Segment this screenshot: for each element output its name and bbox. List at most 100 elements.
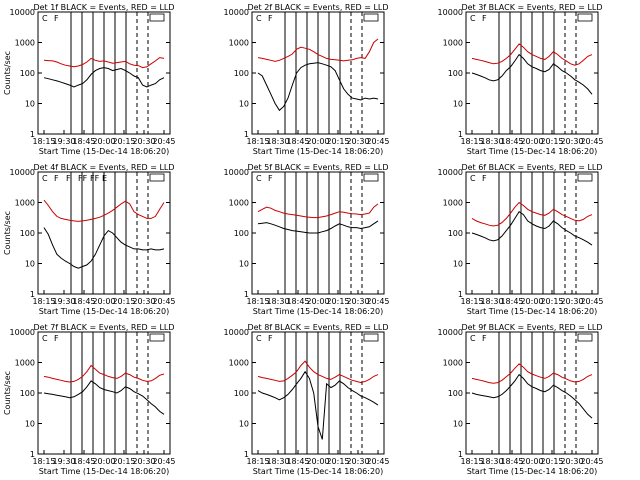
status-box bbox=[149, 13, 165, 22]
marker-label: C bbox=[42, 14, 48, 23]
panel-1: Det 1f BLACK = Events, RED = LLD 1 10 100 10… bbox=[3, 3, 176, 156]
y-tick-label: 1 bbox=[244, 450, 249, 459]
panel-title: Det 3f BLACK = Events, RED = LLD bbox=[461, 3, 602, 12]
x-tick-label: 20:00 bbox=[92, 297, 115, 306]
panel-title: Det 8f BLACK = Events, RED = LLD bbox=[247, 323, 388, 332]
y-axis-label: Counts/sec bbox=[3, 371, 12, 415]
status-box bbox=[577, 333, 593, 342]
x-tick-label: 20:30 bbox=[346, 457, 369, 466]
y-tick-label: 1000 bbox=[229, 359, 249, 368]
panel-7: Det 7f BLACK = Events, RED = LLD 1 10 100 10… bbox=[3, 323, 176, 476]
y-tick-label: 100 bbox=[234, 389, 249, 398]
x-tick-label: 20:30 bbox=[132, 137, 155, 146]
x-tick-label: 18:30 bbox=[266, 457, 289, 466]
x-tick-label: 19:30 bbox=[52, 457, 75, 466]
y-tick-label: 1000 bbox=[229, 199, 249, 208]
x-axis-label: Start Time (15-Dec-14 18:06:20) bbox=[39, 467, 170, 476]
status-box bbox=[577, 13, 593, 22]
marker-label: C bbox=[256, 14, 262, 23]
x-tick-label: 18:45 bbox=[286, 137, 309, 146]
x-tick-label: 20:30 bbox=[132, 457, 155, 466]
x-tick-label: 20:15 bbox=[540, 297, 563, 306]
x-tick-label: 18:15 bbox=[32, 297, 55, 306]
y-tick-label: 100 bbox=[448, 389, 463, 398]
y-tick-label: 10 bbox=[25, 420, 35, 429]
x-axis-label: Start Time (15-Dec-14 18:06:20) bbox=[467, 307, 598, 316]
panel-5: Det 5f BLACK = Events, RED = LLD 1 10 100 10… bbox=[224, 163, 390, 316]
panel-title: Det 1f BLACK = Events, RED = LLD bbox=[33, 3, 174, 12]
x-tick-label: 18:15 bbox=[32, 137, 55, 146]
x-tick-label: 20:30 bbox=[560, 137, 583, 146]
y-tick-label: 10000 bbox=[10, 168, 35, 177]
x-axis-label: Start Time (15-Dec-14 18:06:20) bbox=[253, 147, 384, 156]
panel-8: Det 8f BLACK = Events, RED = LLD 1 10 100 10… bbox=[224, 323, 390, 476]
panel-title: Det 7f BLACK = Events, RED = LLD bbox=[33, 323, 174, 332]
x-tick-label: 20:30 bbox=[346, 137, 369, 146]
marker-label: C bbox=[256, 174, 262, 183]
y-tick-label: 10000 bbox=[224, 168, 249, 177]
y-tick-label: 10000 bbox=[224, 328, 249, 337]
panel-2: Det 2f BLACK = Events, RED = LLD 1 10 100 10… bbox=[224, 3, 390, 156]
marker-label: F bbox=[482, 14, 487, 23]
y-tick-label: 1000 bbox=[229, 39, 249, 48]
series-lld-red bbox=[471, 363, 593, 384]
y-tick-label: 10000 bbox=[438, 328, 463, 337]
x-tick-label: 18:45 bbox=[286, 297, 309, 306]
x-tick-label: 20:00 bbox=[520, 137, 543, 146]
y-tick-label: 10 bbox=[239, 260, 249, 269]
x-tick-label: 20:30 bbox=[560, 457, 583, 466]
y-tick-label: 1000 bbox=[443, 39, 463, 48]
y-tick-label: 100 bbox=[448, 69, 463, 78]
y-tick-label: 100 bbox=[20, 229, 35, 238]
x-tick-label: 20:00 bbox=[92, 137, 115, 146]
y-tick-label: 10000 bbox=[438, 8, 463, 17]
y-tick-label: 1000 bbox=[15, 199, 35, 208]
panel-title: Det 2f BLACK = Events, RED = LLD bbox=[247, 3, 388, 12]
x-tick-label: 20:15 bbox=[540, 457, 563, 466]
y-tick-label: 10000 bbox=[224, 8, 249, 17]
x-tick-label: 20:30 bbox=[560, 297, 583, 306]
y-tick-label: 1 bbox=[458, 290, 463, 299]
x-tick-label: 20:15 bbox=[326, 297, 349, 306]
x-axis-label: Start Time (15-Dec-14 18:06:20) bbox=[467, 467, 598, 476]
status-box bbox=[149, 333, 165, 342]
marker-label: F bbox=[268, 14, 273, 23]
marker-label: FF bbox=[78, 174, 88, 183]
y-tick-label: 10 bbox=[239, 420, 249, 429]
x-tick-label: 20:45 bbox=[152, 457, 175, 466]
marker-label: C bbox=[42, 334, 48, 343]
x-tick-label: 18:30 bbox=[480, 457, 503, 466]
marker-label: FF bbox=[90, 174, 100, 183]
x-tick-label: 18:15 bbox=[460, 137, 483, 146]
x-tick-label: 20:00 bbox=[92, 457, 115, 466]
x-tick-label: 20:45 bbox=[580, 297, 603, 306]
x-axis-label: Start Time (15-Dec-14 18:06:20) bbox=[467, 147, 598, 156]
y-tick-label: 100 bbox=[448, 229, 463, 238]
x-tick-label: 18:30 bbox=[480, 297, 503, 306]
x-tick-label: 18:45 bbox=[500, 457, 523, 466]
x-tick-label: 19:30 bbox=[52, 297, 75, 306]
x-tick-label: 20:45 bbox=[366, 297, 389, 306]
series-lld-red bbox=[43, 199, 165, 222]
y-tick-label: 10 bbox=[239, 100, 249, 109]
status-box bbox=[363, 173, 379, 182]
y-tick-label: 10000 bbox=[10, 8, 35, 17]
x-axis-label: Start Time (15-Dec-14 18:06:20) bbox=[253, 307, 384, 316]
marker-label: C bbox=[42, 174, 48, 183]
x-tick-label: 18:45 bbox=[500, 297, 523, 306]
panel-title: Det 6f BLACK = Events, RED = LLD bbox=[461, 163, 602, 172]
y-tick-label: 10000 bbox=[438, 168, 463, 177]
x-tick-label: 20:45 bbox=[366, 137, 389, 146]
x-tick-label: 19:30 bbox=[52, 137, 75, 146]
status-box bbox=[577, 173, 593, 182]
marker-label: F bbox=[54, 174, 59, 183]
x-tick-label: 18:45 bbox=[286, 457, 309, 466]
panel-title: Det 5f BLACK = Events, RED = LLD bbox=[247, 163, 388, 172]
y-tick-label: 1 bbox=[244, 290, 249, 299]
x-tick-label: 18:15 bbox=[460, 457, 483, 466]
x-tick-label: 18:45 bbox=[72, 137, 95, 146]
y-tick-label: 10 bbox=[25, 260, 35, 269]
x-tick-label: 18:30 bbox=[480, 137, 503, 146]
x-tick-label: 20:45 bbox=[152, 297, 175, 306]
